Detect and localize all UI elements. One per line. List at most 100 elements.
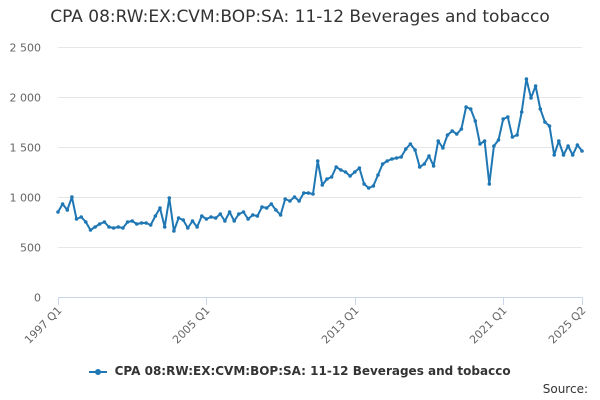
data-point[interactable] (478, 142, 482, 146)
data-point[interactable] (283, 197, 288, 201)
data-point[interactable] (357, 166, 362, 170)
data-point[interactable] (487, 182, 492, 186)
data-point[interactable] (441, 146, 445, 150)
data-point[interactable] (181, 218, 185, 222)
data-point[interactable] (65, 208, 70, 212)
data-point[interactable] (557, 139, 561, 143)
data-point[interactable] (144, 221, 148, 225)
data-point[interactable] (311, 192, 315, 196)
data-point[interactable] (70, 195, 74, 199)
data-point[interactable] (56, 210, 60, 214)
data-point[interactable] (515, 133, 519, 137)
data-point[interactable] (464, 105, 468, 109)
data-point[interactable] (450, 129, 455, 133)
data-point[interactable] (84, 220, 88, 224)
data-point[interactable] (575, 143, 580, 147)
data-point[interactable] (297, 199, 301, 203)
data-point[interactable] (186, 226, 190, 230)
data-point[interactable] (496, 138, 501, 142)
data-point[interactable] (538, 107, 543, 111)
data-point[interactable] (176, 216, 181, 220)
data-point[interactable] (353, 170, 357, 174)
data-point[interactable] (130, 219, 134, 223)
data-point[interactable] (153, 214, 158, 218)
data-point[interactable] (543, 120, 547, 124)
data-point[interactable] (385, 159, 390, 163)
data-point[interactable] (88, 228, 93, 232)
data-point[interactable] (325, 177, 329, 181)
data-point[interactable] (547, 124, 552, 128)
data-point[interactable] (158, 206, 162, 210)
data-point[interactable] (376, 173, 380, 177)
data-point[interactable] (60, 202, 65, 206)
data-point[interactable] (74, 217, 79, 221)
data-point[interactable] (116, 225, 121, 229)
data-point[interactable] (125, 220, 130, 224)
data-point[interactable] (97, 222, 102, 226)
data-point[interactable] (394, 156, 399, 160)
data-point[interactable] (506, 115, 510, 119)
data-point[interactable] (320, 183, 325, 187)
data-point[interactable] (204, 217, 209, 221)
data-point[interactable] (413, 148, 417, 152)
data-point[interactable] (278, 213, 283, 217)
data-point[interactable] (107, 225, 111, 229)
data-point[interactable] (251, 213, 255, 217)
data-point[interactable] (292, 195, 297, 199)
legend[interactable]: CPA 08:RW:EX:CVM:BOP:SA: 11-12 Beverages… (0, 364, 600, 378)
data-point[interactable] (492, 144, 496, 148)
data-point[interactable] (431, 164, 436, 168)
data-point[interactable] (404, 147, 408, 151)
data-point[interactable] (274, 208, 278, 212)
data-point[interactable] (399, 155, 404, 159)
data-point[interactable] (93, 225, 97, 229)
data-point[interactable] (246, 217, 250, 221)
data-point[interactable] (339, 168, 343, 172)
data-point[interactable] (195, 225, 199, 229)
data-point[interactable] (533, 84, 538, 88)
data-point[interactable] (79, 215, 83, 219)
data-point[interactable] (417, 165, 422, 169)
data-point[interactable] (566, 144, 570, 148)
data-point[interactable] (237, 212, 241, 216)
data-point[interactable] (162, 225, 167, 229)
data-point[interactable] (167, 196, 172, 200)
data-point[interactable] (482, 139, 487, 143)
data-point[interactable] (213, 216, 218, 220)
data-point[interactable] (473, 119, 478, 123)
data-point[interactable] (362, 182, 366, 186)
data-point[interactable] (306, 191, 311, 195)
data-point[interactable] (501, 117, 506, 121)
data-point[interactable] (519, 110, 524, 114)
data-point[interactable] (422, 162, 427, 166)
data-point[interactable] (135, 222, 139, 226)
data-point[interactable] (102, 220, 107, 224)
data-point[interactable] (445, 133, 450, 137)
data-point[interactable] (436, 139, 441, 143)
data-point[interactable] (223, 219, 227, 223)
data-point[interactable] (218, 212, 223, 216)
data-point[interactable] (139, 221, 144, 225)
data-point[interactable] (264, 206, 269, 210)
data-point[interactable] (348, 174, 352, 178)
data-point[interactable] (269, 202, 274, 206)
data-point[interactable] (570, 153, 575, 157)
data-point[interactable] (371, 184, 376, 188)
data-point[interactable] (111, 226, 116, 230)
data-point[interactable] (241, 210, 246, 214)
data-point[interactable] (200, 214, 204, 218)
data-point[interactable] (302, 191, 306, 195)
data-point[interactable] (329, 175, 334, 179)
data-point[interactable] (529, 96, 533, 100)
data-point[interactable] (209, 215, 213, 219)
data-point[interactable] (561, 153, 566, 157)
data-point[interactable] (315, 159, 320, 163)
data-point[interactable] (468, 107, 473, 111)
data-point[interactable] (427, 154, 431, 158)
data-point[interactable] (390, 157, 394, 161)
data-point[interactable] (190, 219, 195, 223)
data-point[interactable] (510, 135, 515, 139)
series-line[interactable] (57, 78, 583, 232)
data-point[interactable] (232, 219, 236, 223)
data-point[interactable] (408, 142, 413, 146)
